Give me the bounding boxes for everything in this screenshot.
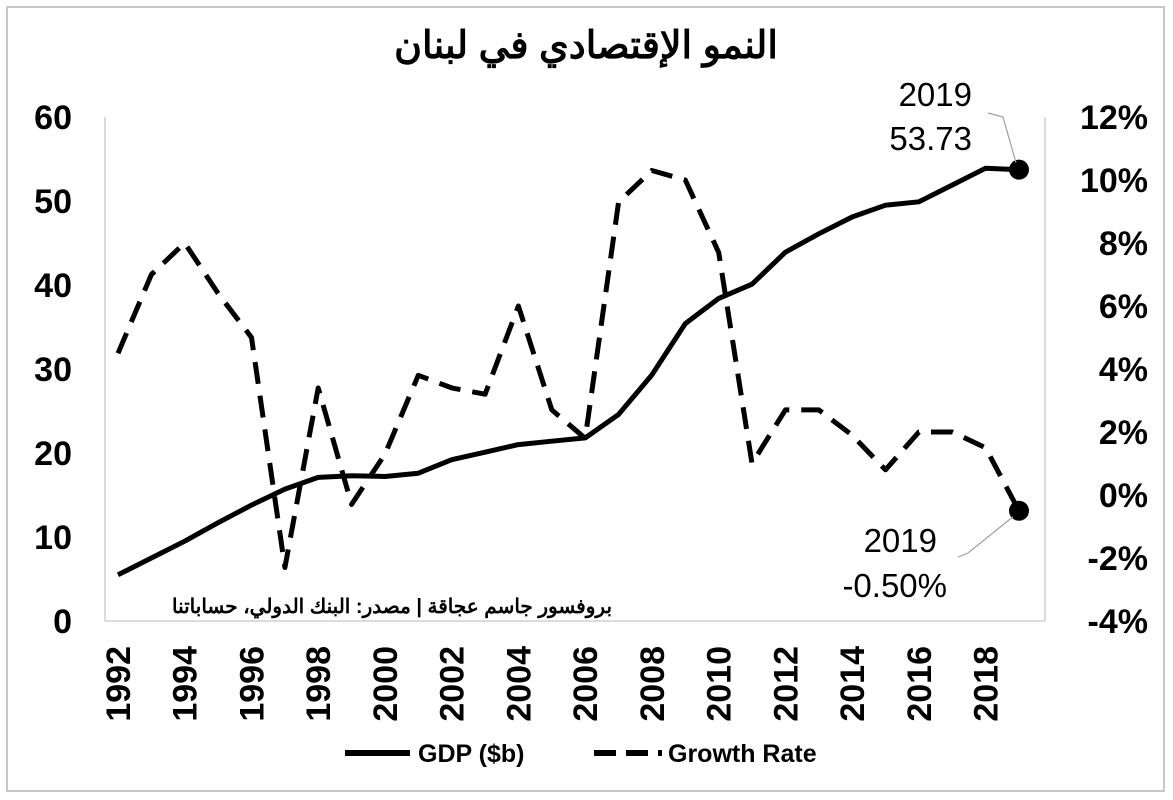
x-tick-label: 2002	[434, 646, 472, 722]
x-tick-label: 2000	[367, 646, 405, 722]
right-tick-label: 10%	[1080, 162, 1148, 200]
x-tick-label: 2008	[634, 646, 672, 722]
source-note: بروفسور جاسم عجاقة | مصدر: البنك الدولي،…	[172, 596, 612, 619]
x-tick-label: 2004	[500, 646, 538, 722]
legend: GDP ($b) Growth Rate	[345, 740, 817, 768]
series-layer	[115, 165, 1022, 578]
x-axis: 1992 1994 1996 1998 2000 2002 2004 2006 2008 2010…	[100, 646, 1006, 722]
growth-callout-leader	[957, 516, 1014, 558]
gdp-endpoint-marker	[1009, 159, 1029, 180]
left-tick-label: 30	[34, 351, 72, 389]
x-tick-label: 2012	[767, 646, 805, 722]
left-tick-label: 50	[34, 183, 72, 221]
chart-frame	[6, 6, 1165, 792]
legend-growth-label: Growth Rate	[668, 740, 817, 768]
x-tick-label: 2010	[701, 646, 739, 722]
growth-endpoint-marker	[1009, 500, 1029, 521]
left-tick-label: 60	[34, 99, 72, 137]
x-tick-label: 1998	[300, 646, 338, 722]
left-tick-label: 40	[34, 267, 72, 305]
gdp-callout-year: 2019	[899, 76, 972, 113]
growth-rate-line	[115, 168, 1022, 570]
x-tick-label: 1996	[233, 646, 271, 722]
chart-title: النمو الإقتصادي في لبنان	[394, 25, 778, 69]
left-tick-label: 20	[34, 435, 72, 473]
x-tick-label: 2014	[834, 646, 872, 722]
left-axis: 0 10 20 30 40 50 60	[34, 99, 72, 641]
right-tick-label: 2%	[1099, 414, 1148, 452]
growth-callout-year: 2019	[864, 522, 937, 559]
left-tick-label: 10	[34, 519, 72, 557]
legend-gdp-label: GDP ($b)	[418, 740, 525, 768]
right-tick-label: 4%	[1099, 351, 1148, 389]
x-tick-label: 2016	[901, 646, 939, 722]
x-tick-label: 2006	[567, 646, 605, 722]
right-tick-label: 0%	[1099, 477, 1148, 515]
right-tick-label: 6%	[1099, 288, 1148, 326]
right-axis: -4% -2% 0% 2% 4% 6% 8% 10% 12%	[1080, 99, 1148, 641]
x-tick-label: 1992	[100, 646, 138, 722]
x-tick-label: 2018	[968, 646, 1006, 722]
right-tick-label: 12%	[1080, 99, 1148, 137]
right-tick-label: -4%	[1088, 603, 1148, 641]
right-tick-label: -2%	[1088, 540, 1148, 578]
left-tick-label: 0	[53, 603, 72, 641]
gdp-line	[116, 165, 1020, 578]
gdp-callout-value: 53.73	[889, 120, 972, 157]
annotation-layer: 2019 53.73 2019 -0.50%	[842, 76, 1029, 604]
right-tick-label: 8%	[1099, 225, 1148, 263]
growth-callout-value: -0.50%	[842, 567, 947, 604]
x-tick-label: 1994	[167, 646, 205, 722]
gdp-callout-leader	[987, 112, 1017, 163]
